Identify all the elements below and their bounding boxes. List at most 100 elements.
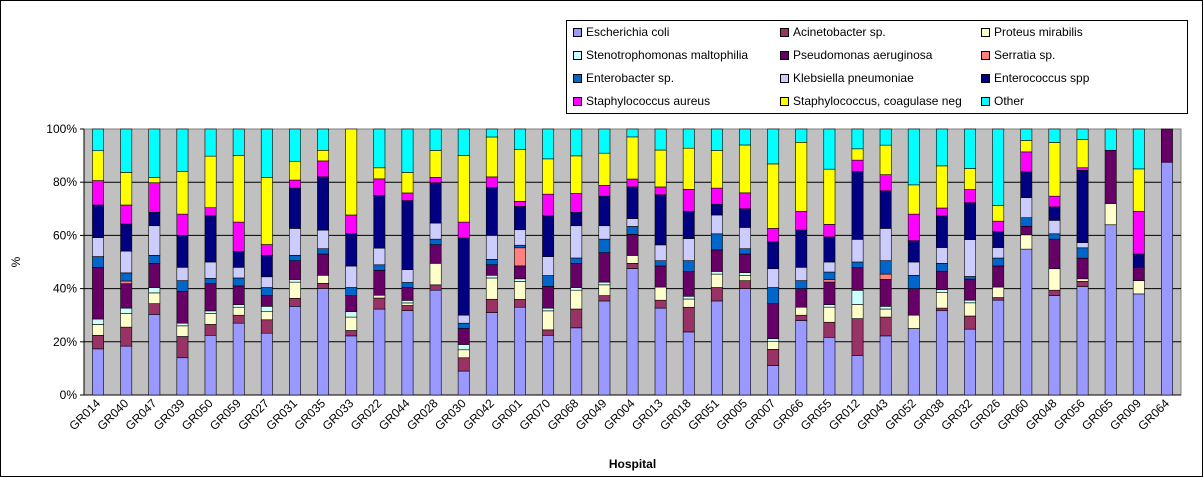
bar-segment-GR022-s9 bbox=[373, 178, 386, 196]
bar-segment-GR048-s0 bbox=[1048, 295, 1061, 396]
legend-label: Enterobacter sp. bbox=[586, 71, 675, 85]
bar-segment-GR048-s11 bbox=[1048, 128, 1061, 143]
bar-segment-GR033-s2 bbox=[345, 316, 358, 331]
bar-segment-GR022-s2 bbox=[373, 294, 386, 299]
bar-segment-GR048-s4 bbox=[1048, 238, 1061, 270]
bar-segment-GR032-s9 bbox=[964, 189, 976, 204]
bar-segment-GR030-s11 bbox=[457, 128, 470, 156]
bar-segment-GR027-s10 bbox=[260, 177, 273, 245]
bar-segment-GR065-s0 bbox=[1104, 224, 1117, 396]
bar-segment-GR004-s10 bbox=[626, 136, 639, 180]
bar-segment-GR009-s10 bbox=[1132, 168, 1145, 212]
bar-segment-GR013-s10 bbox=[654, 149, 667, 188]
bar-segment-GR032-s4 bbox=[964, 278, 976, 301]
bar-segment-GR030-s3 bbox=[457, 344, 470, 351]
bar-segment-GR005-s7 bbox=[739, 227, 751, 249]
bar-segment-GR009-s8 bbox=[1132, 253, 1145, 268]
bar-segment-GR052-s11 bbox=[907, 128, 920, 186]
bar-segment-GR026-s10 bbox=[992, 205, 1005, 222]
bar-segment-GR066-s9 bbox=[795, 211, 808, 231]
bar-segment-GR050-s10 bbox=[204, 155, 217, 209]
bar-segment-GR065-s11 bbox=[1104, 128, 1117, 151]
x-axis-title: Hospital bbox=[609, 457, 656, 471]
bar-segment-GR033-s9 bbox=[345, 214, 358, 235]
bar-segment-GR040-s11 bbox=[120, 128, 133, 173]
bar-segment-GR051-s7 bbox=[710, 214, 723, 235]
bar-segment-GR004-s0 bbox=[626, 268, 639, 396]
bar-segment-GR044-s9 bbox=[401, 192, 414, 201]
bar-segment-GR040-s4 bbox=[120, 283, 133, 309]
bar-segment-GR040-s10 bbox=[120, 172, 133, 206]
bar-segment-GR059-s6 bbox=[232, 277, 245, 287]
bar-segment-GR047-s0 bbox=[148, 314, 161, 396]
bar-segment-GR035-s0 bbox=[317, 288, 330, 396]
bar-segment-GR055-s11 bbox=[823, 128, 836, 170]
bar-segment-GR043-s3 bbox=[879, 306, 892, 310]
bar-segment-GR012-s3 bbox=[851, 289, 864, 305]
bar-segment-GR056-s9 bbox=[1076, 167, 1089, 171]
bar-segment-GR030-s4 bbox=[457, 328, 470, 345]
bar-segment-GR026-s8 bbox=[992, 231, 1005, 248]
bar-segment-GR007-s8 bbox=[767, 241, 780, 270]
bar-segment-GR044-s6 bbox=[401, 282, 414, 288]
bar-segment-GR018-s6 bbox=[682, 260, 695, 272]
bar-segment-GR070-s9 bbox=[542, 193, 555, 217]
bar-segment-GR052-s2 bbox=[907, 314, 920, 329]
bar-segment-GR068-s0 bbox=[570, 327, 583, 396]
bar-segment-GR068-s8 bbox=[570, 211, 583, 227]
bar-segment-GR013-s8 bbox=[654, 194, 667, 246]
bar-segment-GR028-s7 bbox=[429, 222, 442, 240]
bar-segment-GR031-s8 bbox=[289, 187, 301, 229]
bar-segment-GR013-s11 bbox=[654, 128, 667, 151]
bar-segment-GR068-s11 bbox=[570, 128, 583, 157]
bar-segment-GR014-s8 bbox=[92, 204, 104, 238]
bar-segment-GR038-s1 bbox=[935, 307, 948, 312]
bar-segment-GR066-s0 bbox=[795, 320, 808, 396]
bar-segment-GR059-s8 bbox=[232, 251, 245, 268]
legend-swatch bbox=[981, 28, 990, 37]
bar-segment-GR048-s2 bbox=[1048, 268, 1061, 291]
bar-segment-GR056-s10 bbox=[1076, 139, 1089, 169]
bar-segment-GR005-s11 bbox=[739, 128, 751, 146]
bar-segment-GR038-s11 bbox=[935, 128, 948, 167]
bar-segment-GR051-s2 bbox=[710, 273, 723, 288]
bar-segment-GR032-s10 bbox=[964, 168, 976, 190]
bar-segment-GR022-s0 bbox=[373, 308, 386, 396]
bar-segment-GR009-s0 bbox=[1132, 293, 1145, 396]
bar-segment-GR033-s0 bbox=[345, 335, 358, 396]
bar-segment-GR032-s6 bbox=[964, 276, 976, 280]
bar-segment-GR014-s1 bbox=[92, 334, 104, 350]
bar-segment-GR042-s1 bbox=[485, 298, 498, 313]
bar-segment-GR059-s9 bbox=[232, 221, 245, 252]
y-tick-label: 80% bbox=[53, 175, 77, 189]
legend-swatch bbox=[573, 51, 582, 60]
bar-segment-GR026-s0 bbox=[992, 299, 1005, 396]
bar-segment-GR040-s9 bbox=[120, 204, 133, 225]
bar-segment-GR070-s3 bbox=[542, 307, 555, 312]
bar-segment-GR001-s9 bbox=[514, 201, 526, 207]
bar-segment-GR049-s1 bbox=[598, 295, 611, 302]
bar-segment-GR047-s6 bbox=[148, 254, 161, 264]
bar-segment-GR047-s9 bbox=[148, 182, 161, 213]
bar-segment-GR018-s11 bbox=[682, 128, 695, 149]
bar-segment-GR066-s2 bbox=[795, 306, 808, 316]
bar-segment-GR012-s8 bbox=[851, 171, 864, 240]
bar-segment-GR018-s3 bbox=[682, 295, 695, 300]
bar-segment-GR007-s1 bbox=[767, 349, 780, 366]
bar-segment-GR007-s11 bbox=[767, 128, 780, 165]
bar-segment-GR051-s8 bbox=[710, 203, 723, 216]
bar-segment-GR068-s9 bbox=[570, 193, 583, 213]
bar-segment-GR039-s7 bbox=[176, 267, 189, 281]
bar-segment-GR004-s7 bbox=[626, 218, 639, 227]
bar-segment-GR055-s5 bbox=[823, 279, 836, 283]
bar-segment-GR035-s8 bbox=[317, 176, 330, 231]
bar-segment-GR038-s9 bbox=[935, 207, 948, 217]
bar-segment-GR009-s2 bbox=[1132, 280, 1145, 295]
bar-segment-GR013-s1 bbox=[654, 299, 667, 309]
bar-segment-GR059-s10 bbox=[232, 155, 245, 223]
bar-segment-GR007-s0 bbox=[767, 365, 780, 396]
bar-segment-GR031-s6 bbox=[289, 254, 301, 261]
bar-segment-GR039-s11 bbox=[176, 128, 189, 172]
bar-segment-GR043-s10 bbox=[879, 144, 892, 175]
